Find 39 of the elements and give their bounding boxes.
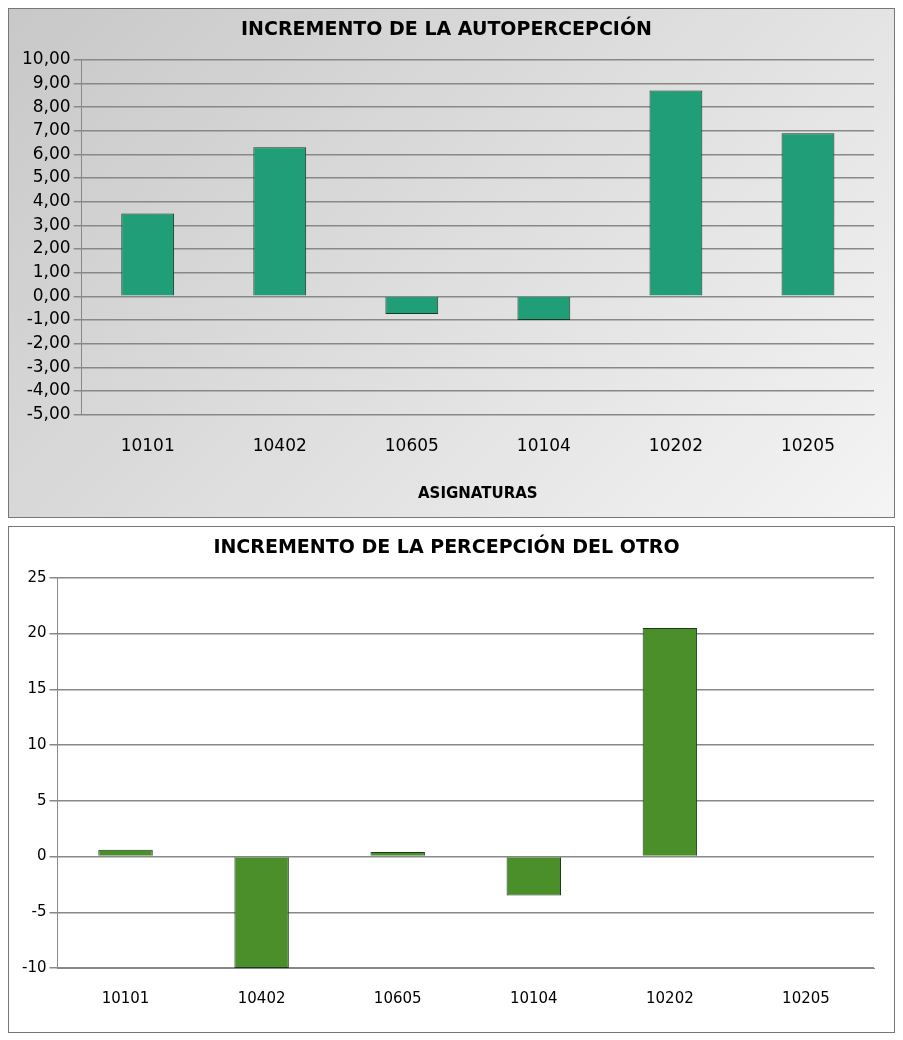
x-tick-label: 10205 <box>780 435 836 456</box>
y-tick-label: 9,00 <box>32 71 71 92</box>
y-tick-label: 2,00 <box>32 237 71 258</box>
y-tick-label: -5,00 <box>26 403 71 424</box>
y-tick-label: -1,00 <box>26 308 71 329</box>
y-tick-label: 4,00 <box>32 190 71 211</box>
y-tick-label: 0 <box>36 846 47 865</box>
y-tick-label: 8,00 <box>32 95 71 116</box>
y-tick-label: 5,00 <box>32 166 71 187</box>
x-tick-label: 10101 <box>101 988 150 1007</box>
x-tick-label: 10205 <box>782 988 830 1007</box>
y-tick-label: 15 <box>27 679 47 698</box>
x-axis-title: ASIGNATURAS <box>417 483 538 502</box>
y-tick-label: -10 <box>22 957 47 976</box>
x-tick-label: 10402 <box>252 435 307 456</box>
y-tick-label: 10 <box>27 734 47 753</box>
y-tick-label: 7,00 <box>32 119 71 140</box>
y-tick-label: 25 <box>27 567 47 586</box>
y-tick-label: -5 <box>31 902 47 921</box>
x-tick-label: 10104 <box>516 435 571 456</box>
y-tick-label: 6,00 <box>32 142 71 163</box>
y-tick-label: -4,00 <box>26 379 71 400</box>
y-tick-label: -2,00 <box>26 332 71 353</box>
y-tick-label: 0,00 <box>32 284 71 305</box>
x-tick-label: 10101 <box>120 435 175 456</box>
y-tick-label: 1,00 <box>32 261 71 282</box>
x-tick-label: 10402 <box>237 988 286 1007</box>
y-tick-label: 3,00 <box>32 213 71 234</box>
y-tick-label: 10,00 <box>22 48 71 69</box>
y-tick-label: 5 <box>36 790 47 809</box>
x-tick-label: 10605 <box>384 435 439 456</box>
x-tick-label: 10605 <box>373 988 422 1007</box>
chart-title: INCREMENTO DE LA AUTOPERCEPCIÓN <box>241 16 652 40</box>
chart-title: INCREMENTO DE LA PERCEPCIÓN DEL OTRO <box>213 534 680 558</box>
x-tick-label: 10104 <box>509 988 558 1007</box>
x-tick-label: 10202 <box>648 435 703 456</box>
x-tick-label: 10202 <box>646 988 694 1007</box>
y-tick-label: 20 <box>27 623 47 642</box>
y-tick-label: -3,00 <box>26 355 71 376</box>
